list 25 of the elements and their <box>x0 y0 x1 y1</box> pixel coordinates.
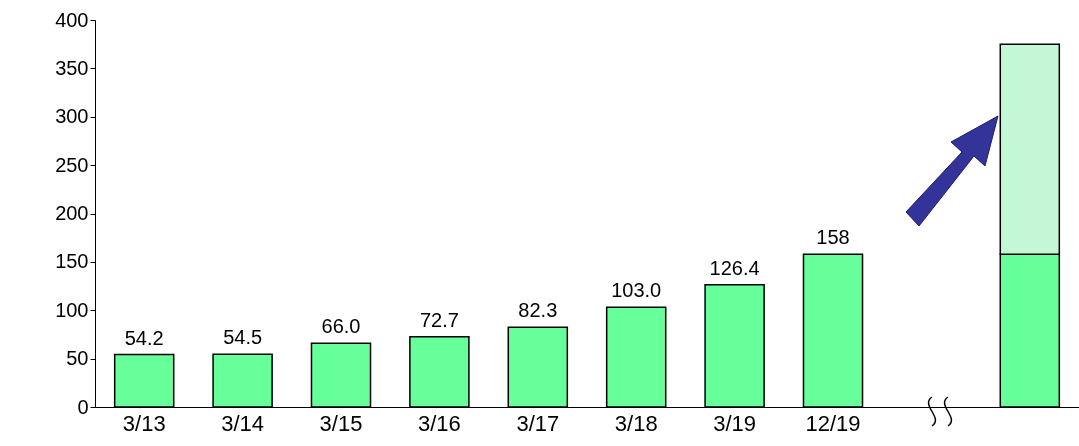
x-tick-label: 3/13 <box>122 410 166 436</box>
data-label: 82.3 <box>518 299 558 322</box>
x-tick-label: 3/15 <box>319 410 363 436</box>
y-tick-label: 150 <box>55 250 89 273</box>
x-tick-label: 3/14 <box>221 410 265 436</box>
data-label: 103.0 <box>611 279 662 302</box>
y-tick-label: 100 <box>55 298 89 321</box>
y-tick-label: 250 <box>55 153 89 176</box>
x-tick-label: 3/16 <box>417 410 461 436</box>
y-tick-label: 0 <box>77 395 89 418</box>
data-label: 72.7 <box>419 308 459 331</box>
y-tick-label: 400 <box>55 8 89 31</box>
data-label: 158 <box>816 226 850 249</box>
y-tick-label: 350 <box>55 56 89 79</box>
x-tick-label: 3/19 <box>713 410 757 436</box>
x-tick-label: 12/19 <box>805 410 861 436</box>
data-label: 54.5 <box>223 326 263 349</box>
data-label: 126.4 <box>709 256 760 279</box>
x-tick-label: 3/18 <box>614 410 658 436</box>
data-label: 54.2 <box>124 326 164 349</box>
y-tick-label: 200 <box>55 202 89 224</box>
data-label: 66.0 <box>321 315 361 338</box>
x-tick-label: 3/17 <box>516 410 560 436</box>
y-tick-label: 50 <box>66 347 89 370</box>
y-tick-label: 300 <box>55 105 89 128</box>
